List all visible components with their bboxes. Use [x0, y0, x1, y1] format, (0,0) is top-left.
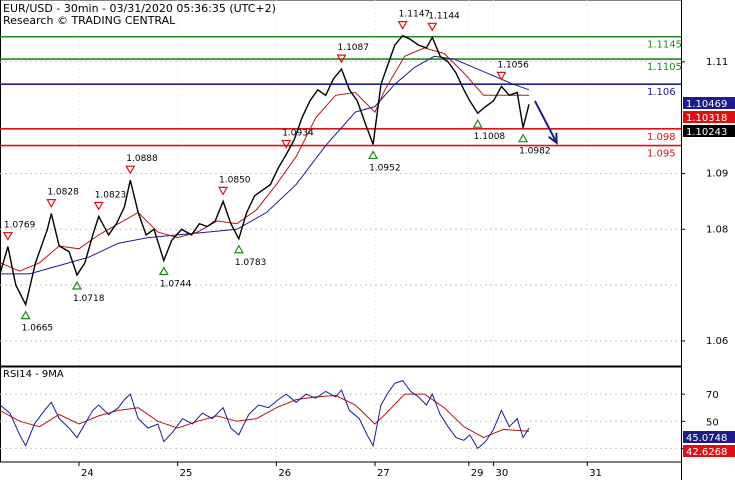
time-tick-label: 26	[278, 468, 291, 479]
moving-average-fast-line	[0, 47, 529, 272]
rsi-tag-label: 45.0748	[686, 433, 727, 444]
chart-subtitle: Research © TRADING CENTRAL	[3, 14, 176, 27]
swing-low-marker	[233, 244, 244, 254]
swing-low-marker	[472, 118, 483, 128]
time-tick-label: 24	[81, 468, 94, 479]
swing-high-label: 1.1087	[337, 43, 369, 53]
level-label: 1.1105	[647, 62, 682, 73]
swing-high-label: 1.1056	[497, 60, 529, 70]
time-tick-label: 25	[180, 468, 193, 479]
time-tick-label: 27	[377, 468, 390, 479]
swing-high-label: 1.0934	[282, 128, 314, 138]
price-tag-label: 1.10243	[686, 127, 727, 138]
rsi-ma-line	[0, 393, 530, 439]
level-label: 1.098	[647, 132, 676, 143]
time-tick-label: 29	[471, 468, 484, 479]
swing-high-marker	[125, 165, 136, 175]
swing-low-marker	[71, 280, 83, 290]
axes: 1.11 1.09 1.08 1.06 24 25 26 27 29 30 31 1.10469 1.1…	[78, 0, 735, 480]
rsi-pane: RSI14 - 9MA	[0, 366, 682, 463]
swing-low-label: 1.0783	[235, 258, 267, 268]
swing-high-label: 1.1147	[399, 10, 431, 20]
swing-high-marker	[427, 22, 438, 32]
price-tag-label: 1.10469	[686, 99, 727, 110]
swing-high-marker	[218, 186, 229, 196]
level-label: 1.1145	[647, 40, 682, 51]
swing-low-label: 1.0982	[519, 147, 551, 157]
price-tick-label: 1.08	[706, 224, 728, 235]
swing-high-label: 1.1144	[428, 11, 460, 21]
swing-low-label: 1.0952	[369, 163, 401, 173]
time-tick-label: 30	[495, 468, 508, 479]
time-tick-label: 31	[589, 468, 602, 479]
price-tag-box	[683, 125, 735, 137]
swing-high-marker	[397, 21, 408, 30]
rsi-tick-label: 50	[706, 417, 719, 428]
swing-low-label: 1.0744	[160, 280, 192, 290]
price-tick-label: 1.06	[706, 336, 728, 347]
moving-average-slow-line	[0, 55, 530, 275]
swing-low-marker	[368, 150, 379, 160]
swing-high-marker	[496, 71, 507, 81]
swing-high-marker	[281, 139, 292, 149]
swing-high-label: 1.0769	[4, 221, 36, 231]
price-pane: 1.1145 1.1105 1.106 1.098 1.095 1.0769 1.0665 1…	[0, 0, 682, 462]
swing-high-label: 1.0828	[47, 188, 79, 198]
swing-low-label: 1.0665	[22, 324, 54, 334]
price-line	[0, 34, 530, 307]
price-tag-box	[683, 97, 735, 109]
forecast-arrow-shaft	[534, 100, 558, 144]
rsi-tag-box	[683, 431, 735, 443]
rsi-tag-box	[683, 445, 735, 457]
swing-low-marker	[20, 310, 31, 320]
chart-title: EUR/USD - 30min - 03/31/2020 05:36:35 (U…	[3, 2, 276, 15]
swing-low-label: 1.1008	[474, 132, 506, 142]
swing-low-label: 1.0718	[73, 294, 105, 304]
swing-high-marker	[336, 54, 347, 64]
swing-high-marker	[93, 201, 104, 211]
swing-high-marker	[46, 199, 57, 208]
price-tick-label: 1.11	[706, 57, 728, 68]
price-tick-label: 1.09	[706, 168, 728, 179]
swing-high-marker	[2, 231, 13, 241]
swing-high-label: 1.0823	[95, 190, 127, 200]
rsi-tick-label: 70	[706, 390, 719, 401]
rsi-title: RSI14 - 9MA	[3, 369, 64, 380]
rsi-tag-label: 42.6268	[686, 447, 727, 458]
level-label: 1.106	[647, 87, 676, 98]
level-label: 1.095	[647, 149, 676, 160]
price-tag-label: 1.10318	[686, 113, 727, 124]
swing-high-label: 1.0850	[219, 175, 251, 185]
rsi-line	[0, 380, 530, 450]
swing-high-label: 1.0888	[126, 154, 158, 164]
swing-low-marker	[518, 133, 529, 143]
swing-low-marker	[158, 266, 169, 276]
price-tag-box	[683, 111, 735, 123]
forecast-arrow-head	[548, 132, 558, 145]
